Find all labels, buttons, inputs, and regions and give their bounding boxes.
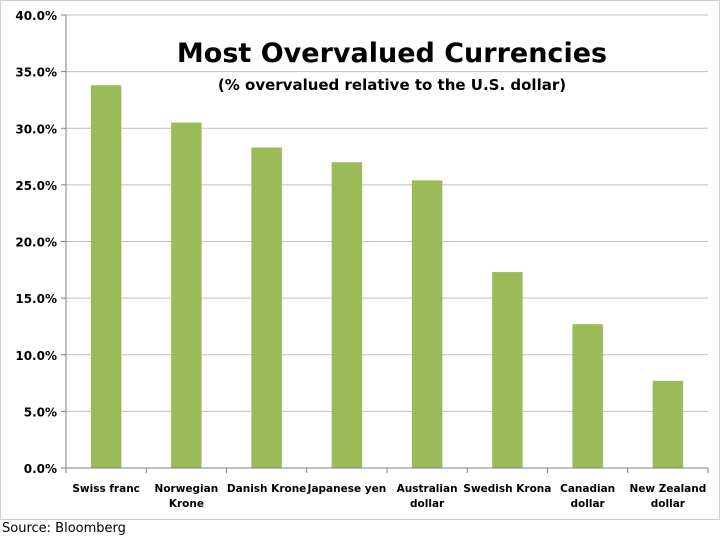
axes <box>61 14 709 473</box>
bar <box>492 272 523 468</box>
y-tick-label: 15.0% <box>15 292 57 306</box>
y-tick-label: 30.0% <box>15 122 57 136</box>
bar <box>652 380 684 468</box>
chart-subtitle: (% overvalued relative to the U.S. dolla… <box>218 76 566 94</box>
x-tick-label: New Zealand dollar <box>629 483 706 510</box>
bar <box>572 324 603 468</box>
bar <box>90 85 122 468</box>
x-tick-label: Danish Krone <box>227 483 306 495</box>
y-tick-labels: 0.0% 5.0% 10.0% 15.0% 20.0% 25.0% 30.0% 35.0% 40… <box>15 9 57 476</box>
y-tick-label: 20.0% <box>15 236 57 250</box>
y-tick-label: 25.0% <box>15 179 57 193</box>
x-tick-label: Swiss franc <box>72 483 140 495</box>
x-tick-label: Australian dollar <box>397 483 458 510</box>
bar-chart: 0.0% 5.0% 10.0% 15.0% 20.0% 25.0% 30.0% 35.0% 40… <box>0 0 720 520</box>
x-tick-labels: Swiss franc Norwegian Krone Danish Krone Jap… <box>72 483 706 510</box>
y-tick-label: 0.0% <box>24 462 57 476</box>
x-tick-label: Swedish Krona <box>463 483 551 495</box>
bar <box>331 162 363 468</box>
x-tick-label: Canadian dollar <box>560 483 615 510</box>
y-tick-label: 35.0% <box>15 66 57 80</box>
bar <box>251 147 282 468</box>
x-tick-label: Japanese yen <box>307 483 387 495</box>
y-tick-label: 5.0% <box>24 405 57 419</box>
y-tick-label: 10.0% <box>15 349 57 363</box>
y-tick-label: 40.0% <box>15 9 57 23</box>
x-tick-label: Norwegian Krone <box>155 483 219 510</box>
chart-title: Most Overvalued Currencies <box>177 38 607 69</box>
bar <box>171 122 202 469</box>
bars <box>90 85 684 469</box>
source-note: Source: Bloomberg <box>2 521 126 536</box>
bar <box>411 180 443 468</box>
